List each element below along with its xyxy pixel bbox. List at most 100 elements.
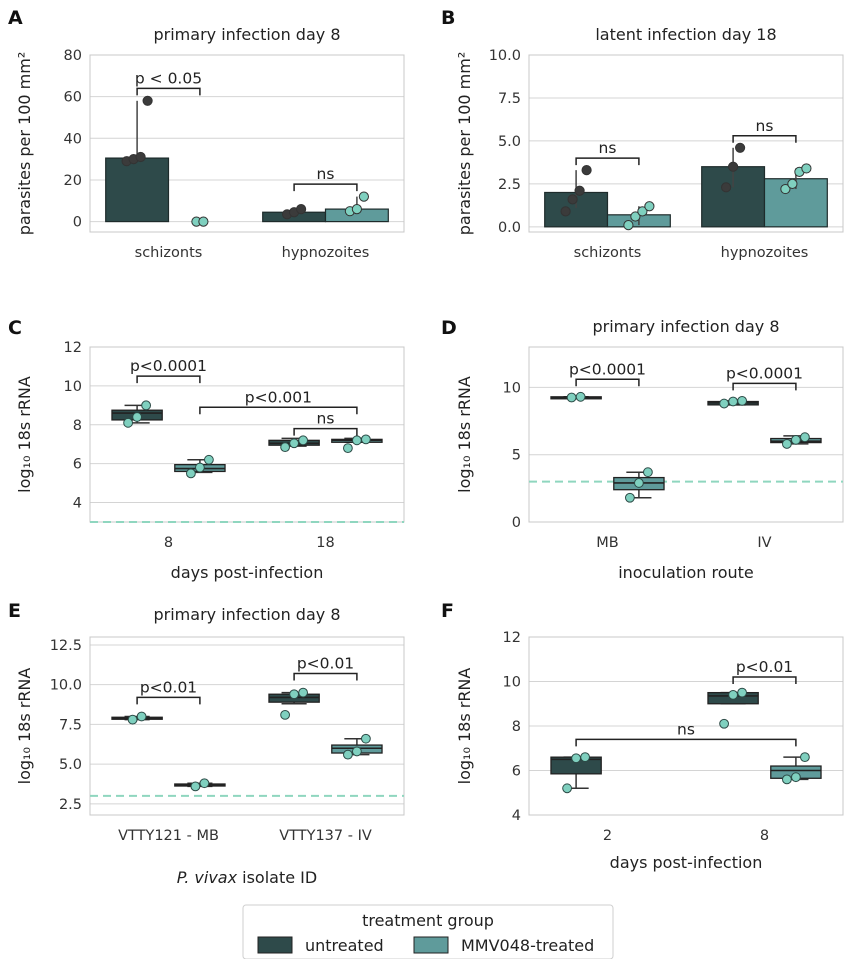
data-point (780, 183, 791, 195)
data-point (787, 178, 798, 189)
y-tick-label: 40 (64, 131, 82, 147)
x-tick-label: schizonts (135, 245, 203, 261)
data-point (574, 185, 585, 196)
x-tick-label: 18 (316, 535, 334, 551)
y-tick-label: 10 (503, 675, 521, 691)
x-tick-label: hypnozoites (721, 245, 809, 261)
data-point (289, 689, 300, 700)
data-point (190, 781, 201, 792)
significance-bracket (732, 382, 797, 391)
legend-entry-untreated: untreated (305, 936, 384, 955)
y-tick-label: 4 (512, 808, 521, 824)
y-tick-label: 2.5 (498, 177, 521, 193)
legend-title: treatment group (362, 911, 494, 930)
data-point (343, 443, 353, 454)
x-tick-label: 2 (603, 828, 612, 844)
data-point (643, 467, 653, 478)
y-axis-label: log₁₀ 18s rRNA (455, 376, 474, 493)
legend-swatch-treated (413, 936, 449, 954)
significance-bracket (575, 378, 640, 387)
x-axis-label: inoculation route (618, 563, 754, 582)
data-point (142, 95, 153, 106)
significance-label: p<0.0001 (726, 364, 803, 382)
significance-label: p<0.01 (736, 658, 793, 676)
legend-box (242, 904, 614, 959)
y-tick-label: 10 (503, 380, 521, 396)
significance-label: p<0.0001 (130, 357, 207, 375)
data-point (195, 462, 205, 473)
panel-f: F 4 6 8 10 12 log₁₀ 18s rRNA 2 8 days post-infect… (441, 600, 844, 872)
y-tick-label: 10.0 (489, 48, 521, 64)
data-point (719, 398, 729, 409)
bar (105, 157, 170, 223)
data-point (352, 746, 362, 757)
y-tick-label: 20 (64, 173, 82, 189)
data-point (728, 396, 738, 407)
y-tick-label: 7.5 (59, 717, 82, 733)
significance-label: p < 0.05 (135, 69, 202, 87)
panel-c: C 4 6 8 10 12 log₁₀ 18s rRNA 8 18 days post-infec… (8, 317, 405, 582)
significance-bracket (732, 676, 797, 685)
panel-letter: D (441, 317, 457, 339)
data-point (791, 772, 801, 783)
data-point (296, 203, 307, 215)
data-point (343, 749, 353, 760)
significance-bracket (575, 738, 797, 747)
data-point (132, 412, 143, 422)
y-axis-label: parasites per 100 mm² (15, 52, 34, 236)
y-tick-label: 5.0 (498, 134, 521, 150)
data-point (782, 774, 792, 785)
data-point (735, 142, 746, 153)
significance-label: p<0.001 (245, 388, 312, 406)
data-point (800, 752, 810, 763)
data-point (634, 478, 644, 488)
y-tick-label: 0.0 (498, 220, 521, 236)
data-point (136, 711, 147, 722)
x-axis-label: days post-infection (610, 853, 763, 872)
significance-bracket (136, 696, 201, 705)
y-axis-label: log₁₀ 18s rRNA (15, 376, 34, 493)
data-point (298, 435, 309, 446)
data-point (728, 161, 739, 172)
y-tick-label: 7.5 (498, 91, 521, 107)
significance-label: ns (756, 117, 774, 135)
y-axis-label: log₁₀ 18s rRNA (455, 668, 474, 785)
y-tick-label: 4 (73, 496, 82, 512)
data-point (280, 442, 291, 453)
axes-frame (89, 636, 405, 816)
significance-bracket (293, 183, 358, 192)
significance-bracket (136, 87, 201, 96)
data-point (801, 163, 812, 174)
panel-letter: B (441, 7, 455, 29)
data-point (198, 216, 209, 227)
legend: treatment group untreated MMV048-treated (242, 904, 614, 959)
y-axis-label: log₁₀ 18s rRNA (15, 668, 34, 785)
panel-letter: E (8, 600, 21, 622)
data-point (351, 203, 362, 215)
x-tick-label: IV (757, 535, 771, 551)
y-tick-label: 10 (64, 379, 82, 395)
data-point (571, 753, 581, 764)
data-point (737, 395, 747, 406)
y-tick-label: 80 (64, 48, 82, 64)
y-tick-label: 5.0 (59, 757, 82, 773)
data-point (352, 435, 362, 446)
y-tick-label: 0 (512, 515, 521, 531)
data-point (566, 392, 577, 403)
data-point (721, 182, 732, 193)
panel-letter: F (441, 600, 454, 622)
data-point (644, 201, 655, 212)
significance-label: ns (599, 139, 617, 157)
data-point (630, 211, 641, 222)
x-axis-label: P. vivax isolate ID (177, 868, 317, 887)
data-point (361, 434, 371, 445)
panel-letter: C (8, 317, 22, 339)
significance-label: p<0.01 (140, 678, 197, 696)
significance-bracket (293, 672, 358, 681)
data-point (298, 687, 309, 698)
data-point (358, 191, 369, 202)
data-point (782, 439, 792, 449)
